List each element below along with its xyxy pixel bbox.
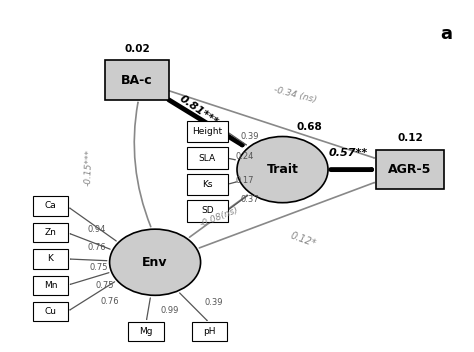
Text: 0.75: 0.75: [90, 263, 109, 272]
Text: 0.39: 0.39: [240, 132, 259, 141]
Text: 0.81***: 0.81***: [177, 93, 219, 127]
Text: Mn: Mn: [44, 281, 57, 290]
FancyArrowPatch shape: [229, 182, 236, 184]
FancyBboxPatch shape: [187, 174, 228, 195]
Text: Height: Height: [192, 127, 222, 136]
FancyArrowPatch shape: [169, 91, 374, 158]
Text: pH: pH: [203, 327, 216, 336]
FancyArrowPatch shape: [229, 159, 235, 160]
FancyArrowPatch shape: [169, 100, 242, 145]
Text: Ca: Ca: [45, 201, 56, 210]
Text: 0.39: 0.39: [204, 298, 223, 307]
Text: 0.12*: 0.12*: [289, 231, 317, 249]
FancyBboxPatch shape: [33, 223, 68, 242]
Text: 0.76: 0.76: [87, 243, 106, 252]
Text: 0.17: 0.17: [236, 176, 254, 184]
FancyBboxPatch shape: [33, 276, 68, 295]
Text: 0.02: 0.02: [124, 44, 150, 54]
Text: a: a: [440, 25, 452, 43]
FancyBboxPatch shape: [33, 249, 68, 269]
Text: SD: SD: [201, 207, 214, 215]
Text: 0.76: 0.76: [100, 297, 119, 306]
FancyArrowPatch shape: [200, 183, 374, 248]
FancyArrowPatch shape: [180, 293, 207, 320]
Text: BA-c: BA-c: [121, 74, 153, 87]
Text: Env: Env: [142, 256, 168, 269]
FancyArrowPatch shape: [229, 195, 247, 209]
FancyBboxPatch shape: [187, 121, 228, 142]
Text: 0.75: 0.75: [95, 281, 114, 290]
Text: Ks: Ks: [202, 180, 213, 189]
Text: AGR-5: AGR-5: [388, 163, 432, 176]
Text: Mg: Mg: [139, 327, 153, 336]
Text: Zn: Zn: [45, 228, 56, 237]
Text: 0.12: 0.12: [397, 133, 423, 143]
FancyBboxPatch shape: [187, 147, 228, 169]
FancyArrowPatch shape: [70, 282, 115, 310]
FancyBboxPatch shape: [105, 61, 169, 100]
FancyArrowPatch shape: [71, 259, 107, 261]
Text: 0.99: 0.99: [161, 306, 179, 315]
FancyArrowPatch shape: [190, 195, 247, 237]
FancyBboxPatch shape: [33, 302, 68, 321]
FancyArrowPatch shape: [146, 298, 150, 319]
FancyArrowPatch shape: [134, 102, 151, 227]
Text: Trait: Trait: [266, 163, 299, 176]
Text: 0.57**: 0.57**: [329, 148, 368, 158]
FancyArrowPatch shape: [229, 133, 246, 145]
FancyBboxPatch shape: [187, 200, 228, 221]
Text: 0.37: 0.37: [241, 195, 260, 204]
Text: 0.24: 0.24: [235, 152, 254, 161]
FancyBboxPatch shape: [192, 322, 228, 341]
FancyArrowPatch shape: [71, 273, 109, 284]
Text: -0.08(ns): -0.08(ns): [198, 206, 239, 230]
Text: Cu: Cu: [45, 307, 56, 316]
Text: -0.15***: -0.15***: [84, 149, 94, 187]
Circle shape: [109, 229, 201, 295]
Text: SLA: SLA: [199, 153, 216, 163]
Text: K: K: [47, 254, 54, 263]
Text: 0.94: 0.94: [88, 225, 106, 234]
FancyArrowPatch shape: [70, 234, 110, 249]
FancyArrowPatch shape: [70, 208, 116, 241]
FancyBboxPatch shape: [376, 150, 444, 189]
Text: 0.68: 0.68: [297, 121, 323, 132]
Text: -0.34 (ns): -0.34 (ns): [273, 86, 318, 105]
FancyBboxPatch shape: [128, 322, 164, 341]
Circle shape: [237, 137, 328, 203]
FancyBboxPatch shape: [33, 196, 68, 215]
